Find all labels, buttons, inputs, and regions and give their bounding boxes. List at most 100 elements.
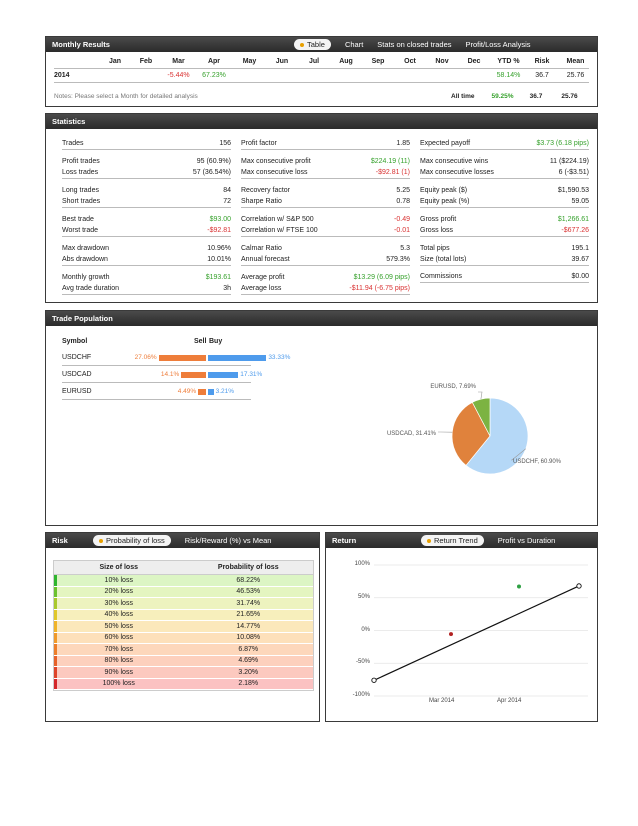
return-title: Return [332, 536, 357, 545]
stat-value: 6 (-$3.51) [558, 169, 589, 176]
monthly-table-row[interactable]: 2014 -5.44% 67.23% 58.14% 36.7 25.76 [54, 69, 589, 83]
stat-row: Average loss -$11.94 (-6.75 pips) [241, 283, 410, 295]
stat-label: Correlation w/ S&P 500 [241, 215, 314, 223]
trade-population-row[interactable]: EURUSD 4.49% 3.21% [62, 386, 251, 400]
stat-value: -$677.26 [561, 227, 589, 234]
sell-bar [158, 355, 206, 361]
alltime-mean: 25.76 [561, 93, 578, 100]
return-tabs: Return Trend Profit vs Duration [421, 533, 555, 548]
stat-label: Correlation w/ FTSE 100 [241, 227, 318, 234]
month-value-cell[interactable]: -5.44% [167, 72, 190, 79]
stat-row: Profit trades 95 (60.9%) [62, 155, 231, 167]
tab-table[interactable]: Table [294, 39, 331, 50]
stat-row: Loss trades 57 (36.54%) [62, 167, 231, 179]
stat-label: Abs drawdown [62, 256, 108, 263]
month-value-cell[interactable]: 58.14% [496, 72, 521, 79]
stat-label: Max consecutive profit [241, 157, 311, 165]
loss-probability: 4.69% [238, 657, 259, 665]
stat-row: Short trades 72 [62, 196, 231, 208]
stat-value: $1,590.53 [557, 186, 589, 194]
stat-label: Calmar Ratio [241, 244, 282, 252]
buy-bar [208, 389, 214, 395]
stat-value: 59.05 [571, 198, 589, 205]
probability-row: 90% loss 3.20% [54, 667, 313, 679]
month-value-cell[interactable]: 67.23% [202, 72, 226, 79]
stat-label: Commissions [420, 273, 463, 280]
probability-row: 30% loss 31.74% [54, 598, 313, 610]
stat-row: Best trade $93.00 [62, 213, 231, 225]
month-value-cell[interactable]: 36.7 [535, 72, 549, 79]
monthly-notes: Notes: Please select a Month for detaile… [54, 93, 198, 100]
buy-percent-label: 17.31% [240, 371, 263, 378]
tab-stats-closed-trades[interactable]: Stats on closed trades [377, 40, 452, 49]
risk-level-bar [54, 621, 57, 632]
pie-slice-label: USDCHF, 60.90% [513, 459, 562, 465]
risk-level-bar [54, 586, 57, 597]
tab-profit-loss-analysis[interactable]: Profit/Loss Analysis [465, 40, 531, 49]
stat-label: Short trades [62, 198, 101, 205]
stat-value: $193.61 [205, 273, 231, 281]
stat-row: Avg trade duration 3h [62, 283, 231, 295]
probability-row: 100% loss 2.18% [54, 678, 313, 690]
active-dot-icon [300, 42, 304, 47]
stat-label: Profit factor [241, 140, 277, 147]
y-tick-label: -100% [352, 692, 370, 698]
buy-column-header: Buy [209, 338, 223, 345]
stat-row: Max consecutive wins 11 ($224.19) [420, 155, 589, 167]
pie-slice-label: USDCAD, 31.41% [387, 431, 437, 437]
symbol-name: USDCAD [62, 371, 92, 378]
stat-value: 10.01% [207, 256, 231, 263]
trade-population-row[interactable]: USDCHF 27.06% 33.33% [62, 352, 290, 366]
pie-label-leader [511, 448, 526, 461]
stat-value: -0.49 [394, 215, 410, 223]
stat-value: 57 (36.54%) [192, 169, 231, 176]
loss-size: 60% loss [104, 634, 133, 642]
risk-panel: Risk Probability of loss Risk/Reward (%)… [45, 532, 320, 722]
probability-of-loss-header: Probability of loss [217, 564, 279, 571]
monthly-return-point[interactable] [517, 584, 521, 589]
stat-value: 3h [223, 285, 231, 292]
tab-chart[interactable]: Chart [344, 40, 364, 49]
trade-population-row[interactable]: USDCAD 14.1% 17.31% [62, 369, 262, 383]
tab-table-label: Table [307, 40, 325, 49]
month-value-cell[interactable]: 25.76 [566, 72, 585, 79]
tab-return-trend[interactable]: Return Trend [421, 535, 484, 546]
statistics-panel: Statistics Trades 156 Profit trades 95 (60.… [45, 113, 598, 303]
stat-label: Gross profit [420, 215, 457, 223]
stat-row: Max consecutive profit $224.19 (11) [241, 155, 410, 167]
risk-title: Risk [52, 536, 68, 545]
loss-size: 80% loss [104, 657, 133, 665]
monthly-return-point[interactable] [449, 632, 453, 637]
loss-size: 70% loss [104, 645, 133, 653]
alltime-ytd: 59.25% [491, 93, 514, 100]
risk-level-bar [54, 598, 57, 609]
tab-risk-reward-vs-mean[interactable]: Risk/Reward (%) vs Mean [184, 536, 272, 545]
buy-percent-label: 3.21% [215, 388, 235, 395]
monthly-table-header: Jan Feb Mar Apr May Jun Jul Aug Sep Oct Nov Dec YTD … [54, 55, 589, 69]
stat-label: Size (total lots) [420, 256, 467, 263]
statistics-column-3: Expected payoff $3.73 (6.18 pips) Max cons… [420, 138, 589, 288]
trend-endpoint [576, 583, 582, 589]
month-header-cell: Apr [207, 58, 221, 65]
probability-row: 40% loss 21.65% [54, 609, 313, 621]
stat-row: Total pips 195.1 [420, 242, 589, 254]
statistics-column-1: Trades 156 Profit trades 95 (60.9%) Loss tra… [62, 138, 231, 300]
month-header-cell: Oct [404, 58, 416, 65]
tab-profit-vs-duration[interactable]: Profit vs Duration [497, 536, 556, 545]
stat-value: 39.67 [571, 256, 589, 263]
tab-probability-of-loss[interactable]: Probability of loss [93, 535, 171, 546]
stat-row: Equity peak (%) 59.05 [420, 196, 589, 208]
probability-row: 70% loss 6.87% [54, 644, 313, 656]
symbol-column-header: Symbol [62, 338, 88, 345]
loss-probability: 2.18% [238, 680, 259, 688]
month-value-cell[interactable]: 2014 [54, 72, 70, 79]
stat-value: 72 [223, 198, 231, 205]
loss-size: 40% loss [104, 611, 133, 619]
stat-value: -$92.81 (1) [375, 169, 410, 176]
stat-row: Monthly growth $193.61 [62, 271, 231, 283]
y-tick-label: 0% [361, 626, 370, 633]
trade-population-panel: Trade Population Symbol Sell Buy USDCHF 2… [45, 310, 598, 526]
tab-probability-of-loss-label: Probability of loss [106, 536, 165, 545]
month-header-cell: Mar [172, 58, 185, 65]
risk-level-bar [54, 575, 57, 586]
